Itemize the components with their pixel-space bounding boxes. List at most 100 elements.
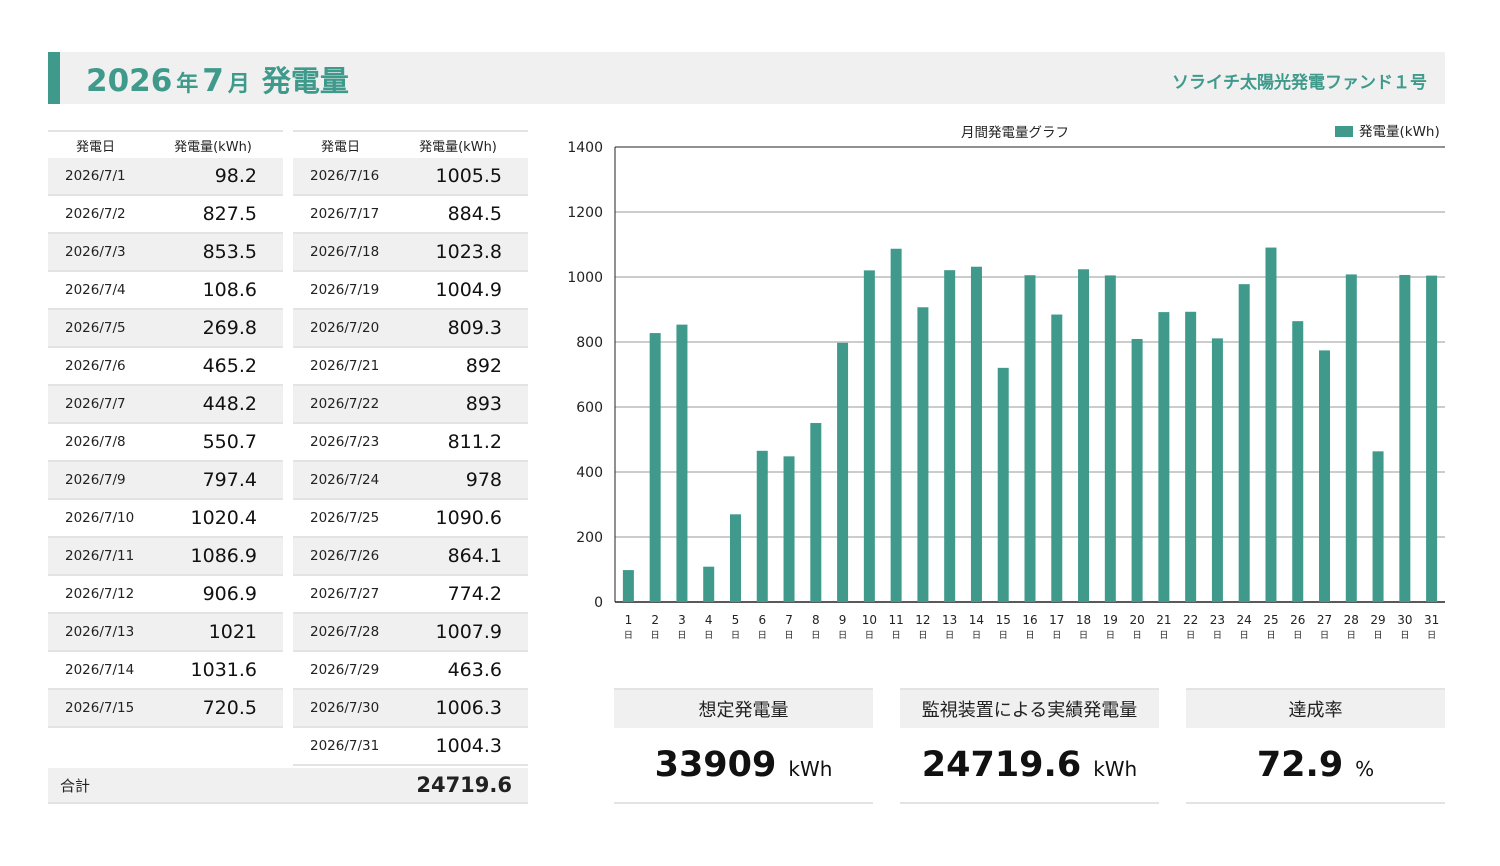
row-date: 2026/7/29 — [310, 662, 380, 678]
y-tick-label: 400 — [576, 465, 603, 481]
bar-day-1 — [622, 570, 634, 602]
kpi-value-box: 24719.6 kWh — [900, 728, 1159, 804]
row-date: 2026/7/18 — [310, 244, 380, 260]
x-tick-label: 8 — [812, 613, 820, 627]
x-tick-label: 3 — [678, 613, 686, 627]
table-row: 2026/7/29 463.6 — [293, 652, 528, 690]
title-month: 7 — [202, 63, 224, 99]
table-row: 2026/7/25 1090.6 — [293, 500, 528, 538]
row-date: 2026/7/15 — [65, 700, 135, 716]
bar-day-10 — [863, 270, 875, 602]
row-value: 465.2 — [202, 355, 257, 377]
row-value: 1005.5 — [435, 165, 502, 187]
bar-day-13 — [944, 270, 956, 602]
row-date: 2026/7/28 — [310, 624, 380, 640]
title-year-suffix: 年 — [176, 72, 199, 97]
x-tick-suffix: 日 — [811, 630, 820, 641]
x-tick-suffix: 日 — [1052, 630, 1061, 641]
x-tick-label: 12 — [915, 613, 930, 627]
row-date: 2026/7/20 — [310, 320, 380, 336]
x-tick-label: 11 — [888, 613, 903, 627]
x-tick-suffix: 日 — [1186, 630, 1195, 641]
table-row: 2026/7/13 1021 — [48, 614, 283, 652]
page-title: 2026 年 7 月 発電量 — [86, 58, 349, 99]
x-tick-suffix: 日 — [677, 630, 686, 641]
x-tick-label: 19 — [1103, 613, 1118, 627]
kpi-value: 24719.6 — [921, 745, 1082, 785]
row-date: 2026/7/13 — [65, 624, 135, 640]
bar-day-29 — [1372, 451, 1384, 602]
bar-day-8 — [810, 423, 822, 602]
table-body: 2026/7/16 1005.5 2026/7/17 884.5 2026/7/18 10… — [293, 158, 528, 766]
x-tick-label: 26 — [1290, 613, 1305, 627]
row-date: 2026/7/21 — [310, 358, 380, 374]
x-tick-label: 18 — [1076, 613, 1091, 627]
bar-day-25 — [1265, 247, 1277, 602]
title-month-suffix: 月 — [227, 72, 250, 97]
x-tick-suffix: 日 — [1400, 630, 1409, 641]
bar-day-14 — [970, 266, 982, 602]
x-tick-label: 1 — [625, 613, 633, 627]
x-tick-suffix: 日 — [1347, 630, 1356, 641]
kpi-value-box: 72.9 % — [1186, 728, 1445, 804]
col-value-header: 発電量(kWh) — [419, 139, 497, 155]
kpi-value-box: 33909 kWh — [614, 728, 873, 804]
legend-label: 発電量(kWh) — [1359, 124, 1440, 140]
row-date: 2026/7/31 — [310, 738, 380, 754]
table-row: 2026/7/2 827.5 — [48, 196, 283, 234]
x-tick-suffix: 日 — [1213, 630, 1222, 641]
bar-day-2 — [649, 333, 661, 602]
bar-day-12 — [917, 307, 929, 602]
bar-day-5 — [729, 514, 741, 602]
row-date: 2026/7/16 — [310, 168, 380, 184]
row-value: 1086.9 — [190, 545, 257, 567]
y-tick-label: 0 — [594, 595, 603, 611]
y-tick-label: 1200 — [567, 205, 603, 221]
bar-day-20 — [1131, 338, 1143, 602]
table-row: 2026/7/4 108.6 — [48, 272, 283, 310]
row-value: 853.5 — [202, 241, 257, 263]
row-value: 1020.4 — [190, 507, 257, 529]
row-date: 2026/7/7 — [65, 396, 126, 412]
x-tick-label: 28 — [1344, 613, 1359, 627]
x-tick-suffix: 日 — [624, 630, 633, 641]
kpi-expected: 想定発電量 33909 kWh — [614, 688, 873, 804]
row-date: 2026/7/25 — [310, 510, 380, 526]
row-value: 550.7 — [202, 431, 257, 453]
kpi-unit: kWh — [788, 757, 833, 781]
row-value: 978 — [465, 469, 502, 491]
table-row: 2026/7/16 1005.5 — [293, 158, 528, 196]
x-tick-label: 2 — [651, 613, 659, 627]
x-tick-suffix: 日 — [865, 630, 874, 641]
x-tick-suffix: 日 — [1320, 630, 1329, 641]
bar-day-27 — [1319, 350, 1331, 602]
y-tick-label: 200 — [576, 530, 603, 546]
x-tick-suffix: 日 — [704, 630, 713, 641]
kpi-label: 想定発電量 — [614, 688, 873, 728]
table-row: 2026/7/18 1023.8 — [293, 234, 528, 272]
row-value: 906.9 — [202, 583, 257, 605]
row-date: 2026/7/12 — [65, 586, 135, 602]
row-value: 774.2 — [447, 583, 502, 605]
kpi-label: 達成率 — [1186, 688, 1445, 728]
bar-day-11 — [890, 248, 902, 602]
row-value: 884.5 — [447, 203, 502, 225]
x-tick-suffix: 日 — [999, 630, 1008, 641]
row-date: 2026/7/24 — [310, 472, 380, 488]
table-row: 2026/7/21 892 — [293, 348, 528, 386]
table-row: 2026/7/20 809.3 — [293, 310, 528, 348]
row-date: 2026/7/8 — [65, 434, 126, 450]
x-tick-suffix: 日 — [1025, 630, 1034, 641]
table-row: 2026/7/10 1020.4 — [48, 500, 283, 538]
bar-day-19 — [1104, 275, 1116, 602]
x-tick-label: 7 — [785, 613, 793, 627]
x-tick-suffix: 日 — [892, 630, 901, 641]
row-date: 2026/7/19 — [310, 282, 380, 298]
bar-day-6 — [756, 450, 768, 602]
table-row: 2026/7/11 1086.9 — [48, 538, 283, 576]
table-header: 発電日 発電量(kWh) — [48, 130, 283, 158]
row-date: 2026/7/2 — [65, 206, 126, 222]
x-tick-suffix: 日 — [1240, 630, 1249, 641]
table-row: 2026/7/23 811.2 — [293, 424, 528, 462]
row-value: 811.2 — [447, 431, 502, 453]
